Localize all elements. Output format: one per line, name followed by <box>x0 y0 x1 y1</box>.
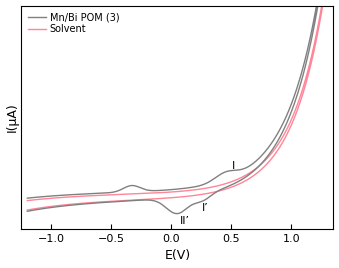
Mn/Bi POM (3) <box>63 204 67 207</box>
Legend: Mn/Bi POM (3), Solvent: Mn/Bi POM (3), Solvent <box>26 10 121 36</box>
Line: Mn/Bi POM (3): Mn/Bi POM (3) <box>27 0 327 214</box>
Text: I: I <box>232 161 235 171</box>
Mn/Bi POM (3) <box>25 196 29 200</box>
Text: I’: I’ <box>201 203 208 213</box>
Solvent <box>297 99 301 102</box>
Solvent <box>25 199 29 202</box>
Solvent <box>64 203 68 206</box>
Mn/Bi POM (3) <box>297 80 301 83</box>
Mn/Bi POM (3) <box>175 212 179 215</box>
Y-axis label: I(μA): I(μA) <box>5 102 19 132</box>
Line: Solvent: Solvent <box>27 0 327 210</box>
X-axis label: E(V): E(V) <box>164 250 191 262</box>
Mn/Bi POM (3) <box>25 210 29 213</box>
Mn/Bi POM (3) <box>212 192 216 195</box>
Solvent <box>25 209 29 212</box>
Solvent <box>318 17 322 21</box>
Solvent <box>37 198 41 201</box>
Text: II’: II’ <box>180 216 190 226</box>
Solvent <box>212 191 216 194</box>
Solvent <box>133 192 137 195</box>
Mn/Bi POM (3) <box>37 195 41 199</box>
Mn/Bi POM (3) <box>133 184 137 187</box>
